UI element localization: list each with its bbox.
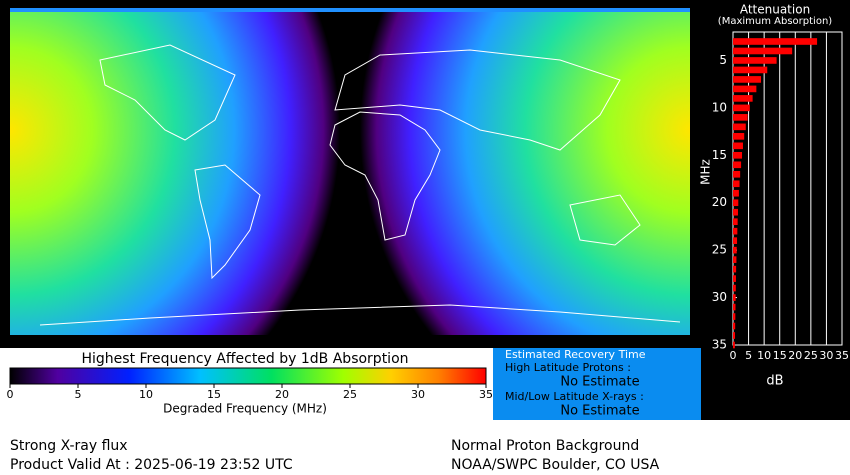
bar <box>733 199 739 207</box>
y-tick-label: 15 <box>712 148 727 162</box>
colorbar-panel <box>0 348 493 423</box>
bar <box>733 95 753 102</box>
bar <box>733 332 736 339</box>
bar <box>733 275 736 282</box>
x-tick-label: 20 <box>788 349 802 362</box>
bar <box>733 246 737 254</box>
x-tick-label: 35 <box>835 349 849 362</box>
bar <box>733 104 750 112</box>
chart-subtitle: (Maximum Absorption) <box>718 16 832 27</box>
colorbar-tick-label: 15 <box>207 388 221 401</box>
bar <box>733 47 793 55</box>
bar <box>733 151 743 159</box>
bar <box>733 284 736 292</box>
bar <box>733 66 768 74</box>
map-title: Highest Frequency Affected by 1dB Absorp… <box>81 351 408 367</box>
bar <box>733 180 740 188</box>
bar <box>733 38 818 45</box>
y-tick-label: 10 <box>712 100 727 114</box>
footer-panel <box>0 420 850 475</box>
chart-title: Attenuation <box>740 3 810 17</box>
colorbar-tick-label: 10 <box>139 388 153 401</box>
bar <box>733 237 738 244</box>
x-tick-label: 10 <box>757 349 771 362</box>
bar <box>733 76 762 83</box>
x-tick-label: 25 <box>804 349 818 362</box>
y-tick-label: 25 <box>712 243 727 257</box>
bar <box>733 256 737 263</box>
recovery-value: No Estimate <box>560 404 639 419</box>
bar <box>733 227 738 235</box>
source: NOAA/SWPC Boulder, CO USA <box>451 457 660 473</box>
recovery-label: Mid/Low Latitude X-rays : <box>505 390 644 403</box>
y-tick-label: 5 <box>719 53 727 67</box>
bar <box>733 170 741 178</box>
proton-status: Normal Proton Background <box>451 438 639 454</box>
x-tick-label: 30 <box>819 349 833 362</box>
colorbar <box>9 367 487 385</box>
x-tick-label: 5 <box>745 349 752 362</box>
colorbar-label: Degraded Frequency (MHz) <box>163 402 327 416</box>
colorbar-tick-label: 30 <box>411 388 425 401</box>
bar <box>733 313 736 320</box>
recovery-value: No Estimate <box>560 375 639 390</box>
bar <box>733 265 737 273</box>
colorbar-tick-label: 20 <box>275 388 289 401</box>
colorbar-tick-label: 25 <box>343 388 357 401</box>
y-axis-label: MHz <box>699 159 713 185</box>
valid-time: Product Valid At : 2025-06-19 23:52 UTC <box>10 457 293 473</box>
bar <box>733 189 739 197</box>
coastlines <box>39 44 681 326</box>
recovery-label: High Latitude Protons : <box>505 361 631 374</box>
y-tick-label: 30 <box>712 290 727 304</box>
x-tick-label: 15 <box>773 349 787 362</box>
colorbar-tick-label: 0 <box>7 388 14 401</box>
x-axis-label: dB <box>766 374 783 389</box>
day-side <box>10 8 340 335</box>
bar <box>733 294 736 301</box>
day-side <box>360 8 690 335</box>
map <box>10 8 690 335</box>
bar <box>733 142 743 150</box>
y-tick-label: 20 <box>712 195 727 209</box>
recovery-title: Estimated Recovery Time <box>505 348 646 361</box>
bar <box>733 322 736 330</box>
status-text: Strong X-ray flux <box>10 438 128 454</box>
recovery-box <box>493 348 701 420</box>
bar <box>733 303 736 311</box>
bar <box>733 57 777 64</box>
bar <box>733 85 757 93</box>
y-tick-label: 35 <box>712 338 727 352</box>
bar <box>733 114 748 121</box>
bar <box>733 218 738 226</box>
colorbar-tick-label: 5 <box>75 388 82 401</box>
x-tick-label: 0 <box>730 349 737 362</box>
bar <box>733 208 738 216</box>
bar <box>733 341 735 349</box>
bar <box>733 123 746 131</box>
polar-band <box>10 8 690 12</box>
colorbar-tick-label: 35 <box>479 388 493 401</box>
bar <box>733 161 742 169</box>
bar <box>733 133 745 140</box>
